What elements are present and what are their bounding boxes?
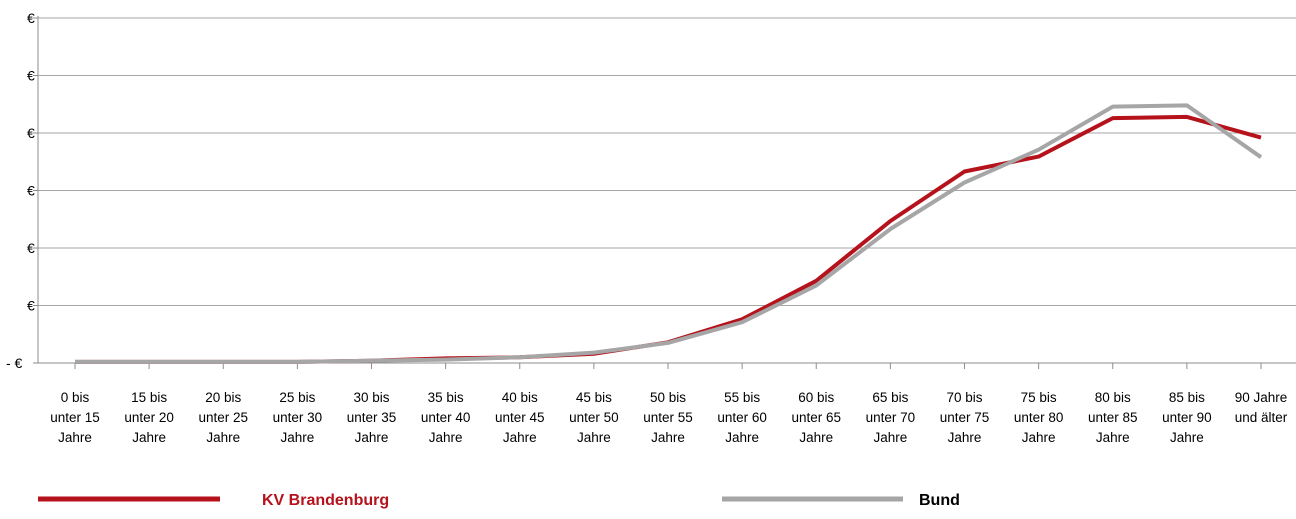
y-tick-label: € (27, 298, 35, 314)
x-tick-label: 20 bis unter 25 Jahre (198, 390, 248, 445)
axes (33, 16, 1296, 369)
x-tick-label: 70 bis unter 75 Jahre (940, 390, 990, 445)
x-tick-label: 50 bis unter 55 Jahre (643, 390, 693, 445)
legend-label: Bund (919, 492, 960, 509)
x-tick-label: 25 bis unter 30 Jahre (273, 390, 323, 445)
y-tick-label: € (27, 125, 35, 141)
x-tick-label: 40 bis unter 45 Jahre (495, 390, 545, 445)
x-tick-label: 75 bis unter 80 Jahre (1014, 390, 1064, 445)
x-tick-label: 45 bis unter 50 Jahre (569, 390, 619, 445)
data-series (75, 103, 1263, 364)
x-tick-label: 65 bis unter 70 Jahre (866, 390, 916, 445)
x-tick-label: 30 bis unter 35 Jahre (347, 390, 397, 445)
y-tick-label: € (27, 10, 35, 26)
x-tick-label: 60 bis unter 65 Jahre (791, 390, 841, 445)
x-tick-label: 90 Jahre und älter (1235, 390, 1288, 425)
y-tick-label: € (27, 183, 35, 199)
x-tick-label: 85 bis unter 90 Jahre (1162, 390, 1212, 445)
y-tick-label: - € (6, 355, 23, 371)
y-tick-label: € (27, 240, 35, 256)
y-axis-tick-labels: - € € € € € € € (6, 10, 35, 371)
y-tick-label: € (27, 68, 35, 84)
x-tick-label: 35 bis unter 40 Jahre (421, 390, 471, 445)
x-tick-label: 15 bis unter 20 Jahre (124, 390, 174, 445)
gridlines (38, 17, 1296, 306)
legend: KV Brandenburg Bund (38, 492, 960, 509)
series-line-kv-brandenburg (75, 114, 1262, 364)
x-tick-label: 0 bis unter 15 Jahre (50, 390, 100, 445)
legend-label: KV Brandenburg (262, 492, 389, 509)
x-tick-label: 55 bis unter 60 Jahre (717, 390, 767, 445)
x-tick-label: 80 bis unter 85 Jahre (1088, 390, 1138, 445)
x-axis-tick-labels: 0 bis unter 15 Jahre 15 bis unter 20 Jahre 20 … (50, 390, 1288, 445)
series-line-bund (75, 103, 1263, 364)
